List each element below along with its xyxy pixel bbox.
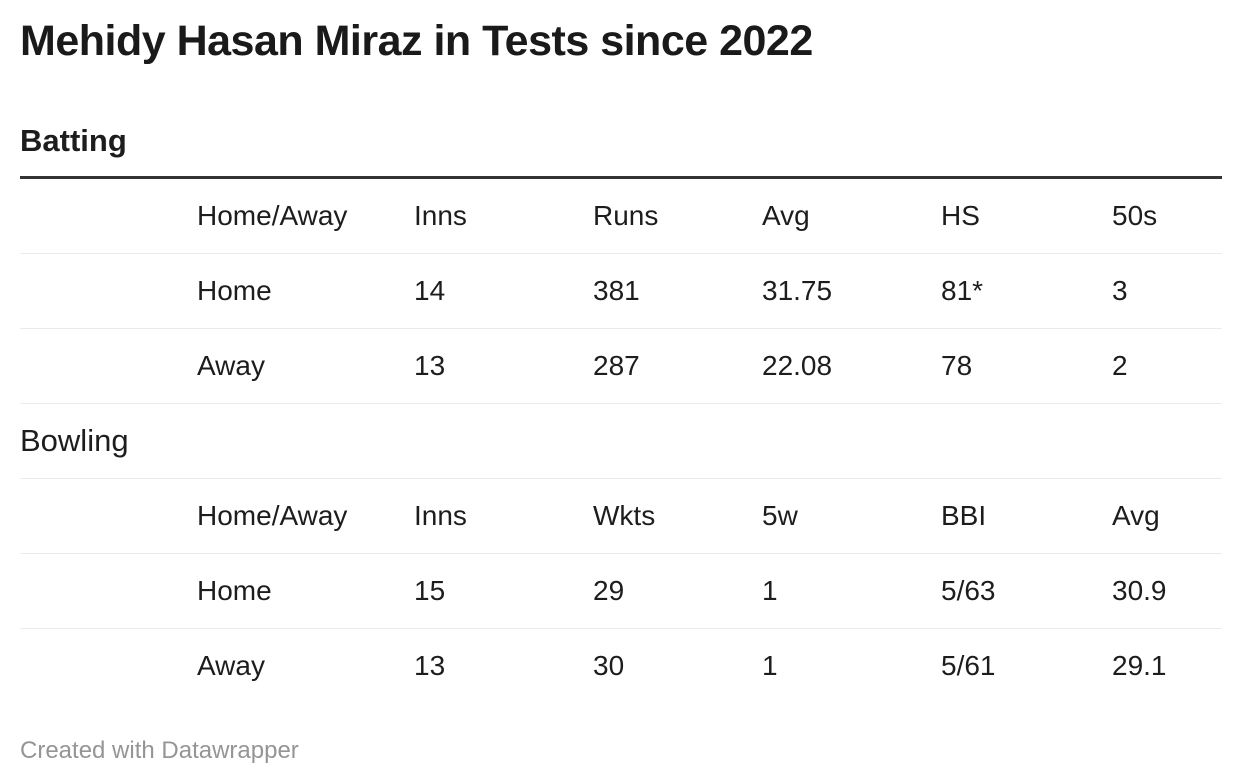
header-cell-home-away: Home/Away: [197, 478, 414, 554]
table-cell: 287: [593, 328, 762, 404]
section-label-batting: Batting: [20, 122, 127, 158]
bowling-section-row: Bowling: [20, 403, 1222, 479]
bowling-row-away: Away 13 30 1 5/61 29.1: [20, 628, 1222, 703]
page-title: Mehidy Hasan Miraz in Tests since 2022: [20, 17, 813, 65]
table-cell: 13: [414, 649, 446, 681]
header-cell-home-away: Home/Away: [197, 177, 414, 254]
bowling-row-home: Home 15 29 1 5/63 30.9: [20, 553, 1222, 629]
table-cell: 29: [593, 553, 762, 629]
table-cell: 3: [1112, 253, 1222, 329]
header-cell-wkts: Wkts: [593, 478, 762, 554]
table-cell-empty: [20, 328, 197, 404]
datawrapper-table-chart: Mehidy Hasan Miraz in Tests since 2022 B…: [20, 17, 1222, 764]
header-cell-5w: 5w: [762, 478, 941, 554]
table-cell: Home: [197, 553, 414, 629]
table-cell: 1: [762, 553, 941, 629]
table-cell: Away: [197, 328, 414, 404]
header-cell-avg: Avg: [762, 177, 941, 254]
header-cell-bbi: BBI: [941, 478, 1112, 554]
header-cell-runs: Runs: [593, 177, 762, 254]
table-cell: 81*: [941, 253, 1112, 329]
header-cell-avg: Avg: [1112, 478, 1222, 554]
table-cell-empty: [20, 253, 197, 329]
table-cell: 30: [593, 649, 625, 681]
batting-row-home: Home 14 381 31.75 81* 3: [20, 253, 1222, 329]
table-cell: Away: [197, 649, 265, 681]
table-cell: 15: [414, 553, 593, 629]
table-cell: 13: [414, 328, 593, 404]
header-cell-hs: HS: [941, 177, 1112, 254]
table-cell-empty: [20, 553, 197, 629]
table-cell: 29.1: [1112, 649, 1167, 681]
stats-table: Home/Away Inns Runs Avg HS 50s Home 14 3…: [20, 175, 1222, 703]
table-cell-empty: [20, 628, 197, 703]
header-cell-empty: [20, 478, 197, 554]
batting-header-row: Home/Away Inns Runs Avg HS 50s: [20, 177, 1222, 254]
table-cell: 22.08: [762, 328, 941, 404]
section-label-bowling: Bowling: [20, 403, 1222, 479]
table-cell: 31.75: [762, 253, 941, 329]
table-cell: 78: [941, 328, 1112, 404]
table-cell: 5/63: [941, 553, 1112, 629]
datawrapper-credit-link[interactable]: Created with Datawrapper: [20, 736, 299, 764]
header-cell-inns: Inns: [414, 177, 593, 254]
table-cell: Home: [197, 253, 414, 329]
table-cell: 30.9: [1112, 553, 1222, 629]
header-cell-empty: [20, 177, 197, 254]
table-cell: 14: [414, 253, 593, 329]
table-cell: 381: [593, 253, 762, 329]
bowling-header-row: Home/Away Inns Wkts 5w BBI Avg: [20, 478, 1222, 554]
batting-row-away: Away 13 287 22.08 78 2: [20, 328, 1222, 404]
table-cell: 5/61: [941, 649, 996, 681]
header-cell-50s: 50s: [1112, 177, 1222, 254]
table-cell: 1: [762, 649, 778, 681]
header-cell-inns: Inns: [414, 478, 593, 554]
table-cell: 2: [1112, 328, 1222, 404]
